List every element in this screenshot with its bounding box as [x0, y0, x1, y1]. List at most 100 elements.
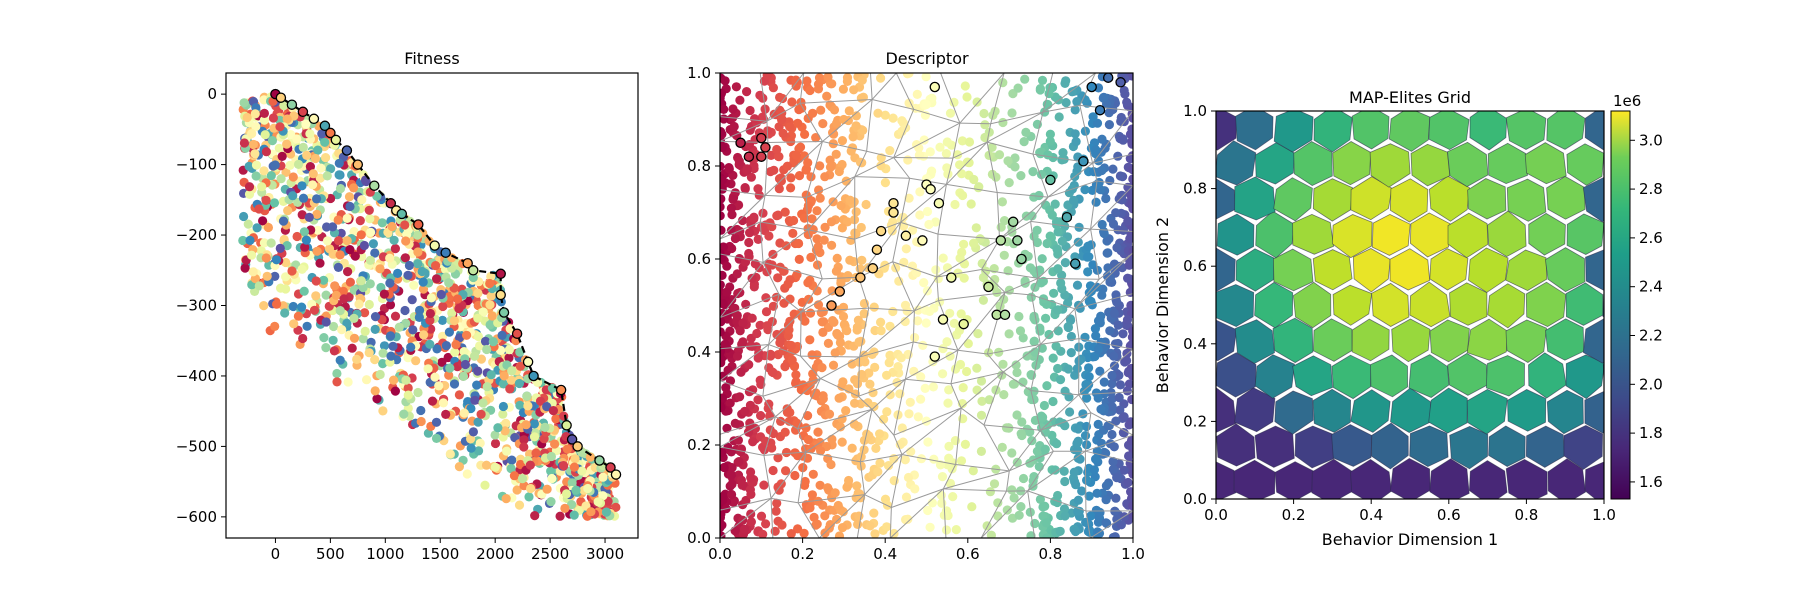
descriptor-point — [945, 351, 955, 361]
descriptor-point — [919, 278, 929, 288]
fitness-point — [299, 227, 309, 237]
voronoi-edge — [822, 276, 859, 280]
fitness-point — [301, 119, 311, 129]
descriptor-point — [942, 263, 953, 273]
descriptor-point — [935, 297, 945, 307]
descriptor-point — [1022, 351, 1032, 361]
voronoi-edge — [889, 488, 944, 538]
colorbar-ticks: 1.61.82.02.22.42.62.83.0 — [1630, 131, 1663, 491]
fitness-point — [412, 230, 422, 240]
descriptor-point — [791, 370, 801, 380]
descriptor-point — [865, 379, 875, 389]
descriptor-point — [1109, 351, 1119, 361]
fitness-point — [611, 502, 621, 512]
descriptor-point — [1039, 400, 1049, 411]
fitness-point — [474, 446, 484, 456]
descriptor-point — [837, 223, 848, 233]
fitness-point — [287, 266, 297, 276]
descriptor-highlighted-points — [735, 73, 1126, 362]
fitness-point — [352, 354, 362, 364]
descriptor-point — [925, 306, 935, 316]
fitness-point — [238, 235, 248, 246]
descriptor-point — [811, 388, 821, 398]
descriptor-point — [720, 447, 727, 458]
descriptor-point — [938, 344, 948, 354]
fitness-point — [331, 290, 341, 300]
voronoi-edge — [1005, 291, 1032, 296]
descriptor-point — [778, 346, 788, 356]
map-elites-cell — [1429, 248, 1469, 291]
descriptor-point — [894, 276, 904, 286]
fitness-point — [455, 333, 465, 343]
voronoi-edge — [720, 189, 766, 196]
descriptor-highlighted-point — [888, 197, 899, 209]
pareto-front-point — [341, 145, 353, 156]
descriptor-point — [786, 173, 796, 183]
fitness-point — [339, 294, 349, 304]
voronoi-edge — [990, 111, 1044, 125]
voronoi-edge — [775, 378, 821, 418]
descriptor-point — [1118, 329, 1128, 339]
fitness-point — [319, 275, 329, 285]
descriptor-point — [841, 176, 851, 186]
voronoi-edge — [870, 73, 873, 100]
map-elites-cell — [1388, 111, 1431, 152]
fitness-xtick-label: 2500 — [531, 545, 569, 563]
descriptor-point — [925, 522, 935, 532]
descriptor-point — [1088, 112, 1098, 122]
map-elites-cell — [1369, 143, 1411, 188]
fitness-point — [482, 382, 492, 392]
descriptor-point — [808, 108, 818, 118]
voronoi-edge — [1092, 163, 1098, 182]
descriptor-point — [805, 308, 816, 318]
pareto-front-point — [610, 469, 622, 480]
descriptor-point — [738, 318, 748, 328]
descriptor-highlighted-point — [999, 309, 1011, 321]
voronoi-edge — [1078, 348, 1133, 396]
voronoi-edge — [938, 291, 1006, 302]
fitness-point — [427, 396, 438, 406]
map-elites-cell — [1544, 247, 1586, 293]
descriptor-point — [723, 442, 733, 452]
fitness-point — [444, 278, 454, 288]
map-elites-cell — [1409, 425, 1449, 468]
voronoi-edge — [778, 293, 802, 313]
descriptor-point — [1012, 367, 1022, 378]
fitness-point — [385, 253, 395, 263]
descriptor-point — [1037, 254, 1047, 264]
voronoi-edge — [943, 470, 1010, 490]
descriptor-point — [1125, 234, 1133, 244]
voronoi-edge — [889, 507, 892, 538]
descriptor-point — [1099, 377, 1109, 387]
descriptor-point — [794, 254, 804, 264]
map-elites-cell — [1409, 212, 1451, 258]
fitness-ytick-label: −500 — [176, 437, 217, 455]
descriptor-point — [1057, 236, 1067, 246]
descriptor-point — [763, 403, 773, 413]
descriptor-point — [773, 482, 783, 492]
voronoi-edge — [1047, 180, 1098, 198]
descriptor-point — [1044, 88, 1054, 99]
descriptor-point — [828, 360, 839, 370]
descriptor-highlighted-point — [925, 184, 936, 195]
descriptor-point — [838, 311, 849, 322]
descriptor-point — [1097, 134, 1107, 144]
fitness-point — [365, 214, 375, 224]
descriptor-point — [727, 463, 737, 473]
voronoi-edge — [914, 300, 939, 312]
descriptor-point — [1018, 473, 1029, 484]
descriptor-point — [1092, 488, 1102, 498]
map-elites-cell — [1505, 319, 1547, 363]
voronoi-edge — [818, 494, 865, 538]
descriptor-point — [1053, 249, 1063, 259]
descriptor-point — [1107, 379, 1117, 389]
voronoi-edge — [1009, 450, 1054, 472]
map-elites-xtick-label: 0.4 — [1359, 506, 1383, 524]
descriptor-point — [907, 225, 918, 235]
voronoi-edge — [1039, 308, 1076, 345]
voronoi-edge — [859, 461, 866, 495]
descriptor-point — [981, 266, 991, 276]
descriptor-point — [1042, 533, 1052, 538]
voronoi-edge — [797, 378, 821, 429]
descriptor-point — [873, 467, 883, 477]
